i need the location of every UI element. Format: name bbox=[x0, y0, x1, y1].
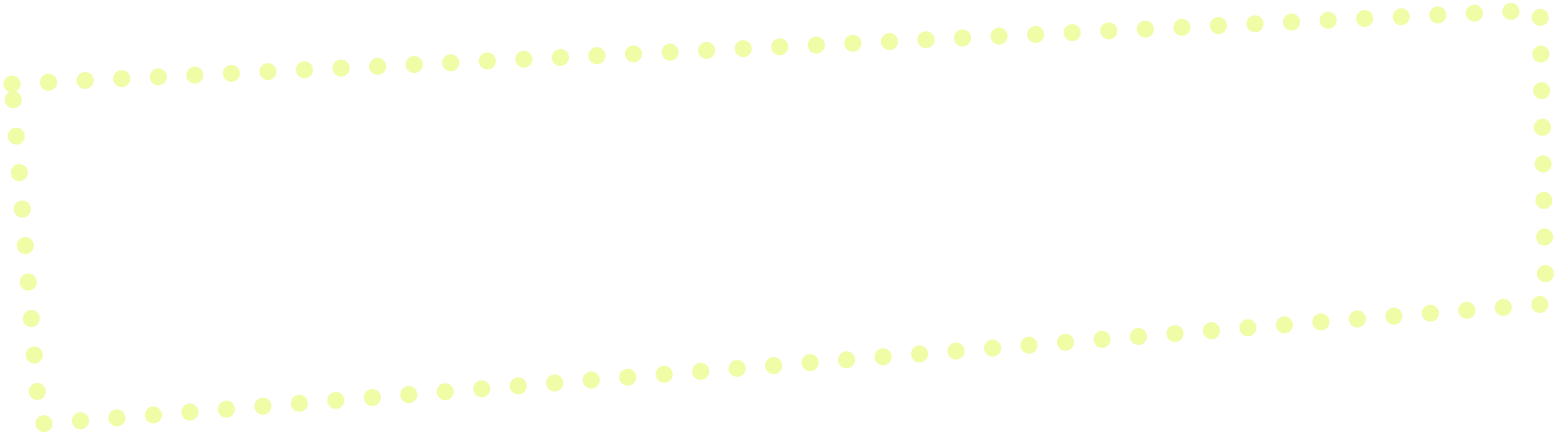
dotted-outline bbox=[3, 1, 1555, 433]
